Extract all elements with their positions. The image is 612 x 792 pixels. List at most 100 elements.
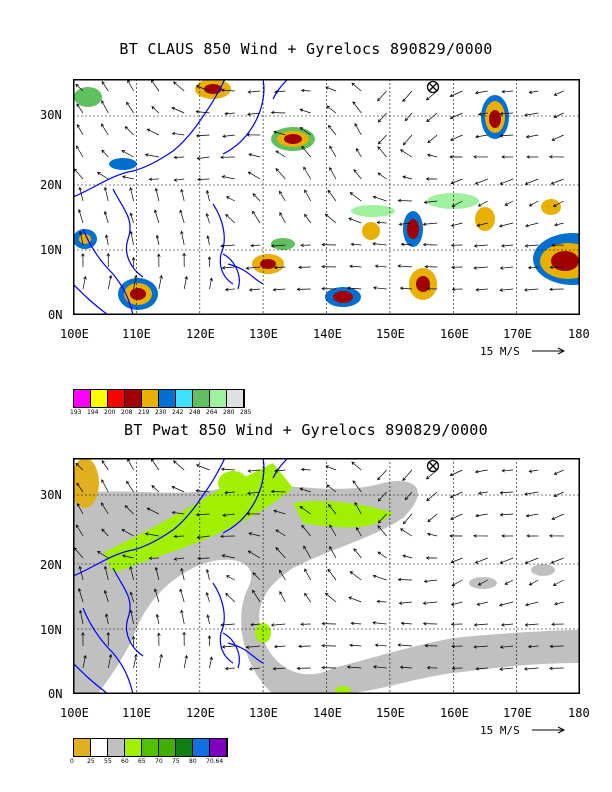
colorbar-swatch xyxy=(210,739,227,756)
bottom-lon-label: 120E xyxy=(186,706,215,720)
wind-vector xyxy=(127,458,134,471)
wind-vector xyxy=(76,482,84,493)
wind-vector xyxy=(171,106,185,114)
colorbar-tick-label: 65 xyxy=(138,758,146,765)
wind-vector xyxy=(272,667,286,671)
wind-vector xyxy=(329,166,337,180)
wind-vector xyxy=(250,243,261,248)
wind-vector xyxy=(451,200,463,207)
wind-vector xyxy=(121,554,134,559)
colorbar-swatch xyxy=(142,390,159,407)
wind-vector xyxy=(78,609,84,625)
wind-vector xyxy=(206,235,210,246)
top-lon-label: 140E xyxy=(313,327,342,341)
wind-vector xyxy=(221,554,235,559)
wind-vector xyxy=(523,288,539,292)
wind-vector xyxy=(126,101,134,114)
colorbar-swatch xyxy=(193,739,210,756)
top-lon-label: 100E xyxy=(60,327,89,341)
wind-vector xyxy=(129,609,134,625)
wind-vector xyxy=(274,469,286,473)
colorbar-swatch xyxy=(91,390,108,407)
wind-vector xyxy=(499,288,514,292)
wind-vector xyxy=(475,288,488,292)
wind-vector xyxy=(221,266,235,270)
colorbar-swatch xyxy=(176,390,193,407)
wind-vector xyxy=(221,645,235,649)
wind-vector xyxy=(101,100,109,114)
bottom-colorbar xyxy=(73,738,228,757)
top-wind-vectors xyxy=(73,79,564,292)
wind-vector xyxy=(197,177,210,182)
wind-vector xyxy=(180,230,185,246)
wind-vector xyxy=(77,587,84,603)
wind-vector xyxy=(106,252,111,268)
wind-vector xyxy=(525,134,539,139)
wind-vector xyxy=(103,565,109,581)
wind-vector xyxy=(325,465,337,471)
wind-vector xyxy=(224,111,235,116)
bottom-lat-label: 10N xyxy=(40,623,62,637)
wind-vector xyxy=(196,156,210,161)
wind-vector xyxy=(524,623,539,627)
colorbar-tick-label: 285 xyxy=(240,409,252,416)
wind-vector xyxy=(183,275,188,290)
wind-vector xyxy=(246,512,261,516)
top-colorbar xyxy=(73,389,245,408)
wind-vector xyxy=(248,153,261,158)
wind-vector xyxy=(78,565,84,581)
wind-vector xyxy=(129,212,134,224)
colorbar-swatch xyxy=(193,390,210,407)
wind-vector xyxy=(195,489,210,493)
wind-vector xyxy=(75,83,84,92)
wind-vector xyxy=(528,90,539,94)
colorbar-tick-label: 280 xyxy=(223,409,235,416)
wind-vector xyxy=(224,666,235,671)
wind-vector xyxy=(131,635,136,646)
wind-vector xyxy=(273,509,286,515)
wind-vector xyxy=(273,265,286,270)
wind-vector xyxy=(247,171,261,180)
wind-vector xyxy=(246,112,261,116)
wind-vector xyxy=(350,242,362,247)
wind-vector xyxy=(425,556,438,560)
wind-vector xyxy=(252,572,261,581)
wind-vector xyxy=(500,244,514,248)
wind-vector xyxy=(270,110,286,115)
wind-vector xyxy=(349,571,362,581)
wind-vector xyxy=(399,665,412,669)
wind-vector xyxy=(173,81,185,92)
wind-vector xyxy=(554,601,564,606)
wind-vector xyxy=(279,569,286,581)
wind-vector xyxy=(270,623,286,627)
bottom-lon-label: 160E xyxy=(440,706,469,720)
wind-vector xyxy=(348,596,362,603)
wind-vector xyxy=(397,198,412,203)
wind-vector xyxy=(279,591,286,603)
wind-vector xyxy=(528,469,539,473)
bottom-lon-label: 100E xyxy=(60,706,89,720)
wind-vector xyxy=(346,286,362,290)
wind-vector xyxy=(124,126,134,136)
wind-vector xyxy=(301,524,311,537)
colorbar-tick-label: 248 xyxy=(189,409,201,416)
wind-vector xyxy=(173,557,185,561)
wind-vector xyxy=(155,234,160,246)
wind-vector xyxy=(129,591,134,603)
wind-vector xyxy=(158,653,163,669)
wind-vector xyxy=(220,623,235,627)
wind-vector xyxy=(524,557,539,564)
wind-vector xyxy=(399,149,413,158)
colorbar-swatch xyxy=(74,390,91,407)
wind-vector xyxy=(81,252,85,268)
wind-vector xyxy=(473,155,488,159)
wind-vector xyxy=(504,200,514,206)
wind-vector xyxy=(398,601,412,605)
wind-vector xyxy=(248,667,261,671)
wind-vector xyxy=(321,621,337,626)
wind-vector xyxy=(551,134,564,141)
wind-vector xyxy=(296,287,311,292)
bottom-scale-arrow xyxy=(532,726,566,734)
wind-vector xyxy=(499,667,514,671)
wind-vector xyxy=(195,85,210,92)
